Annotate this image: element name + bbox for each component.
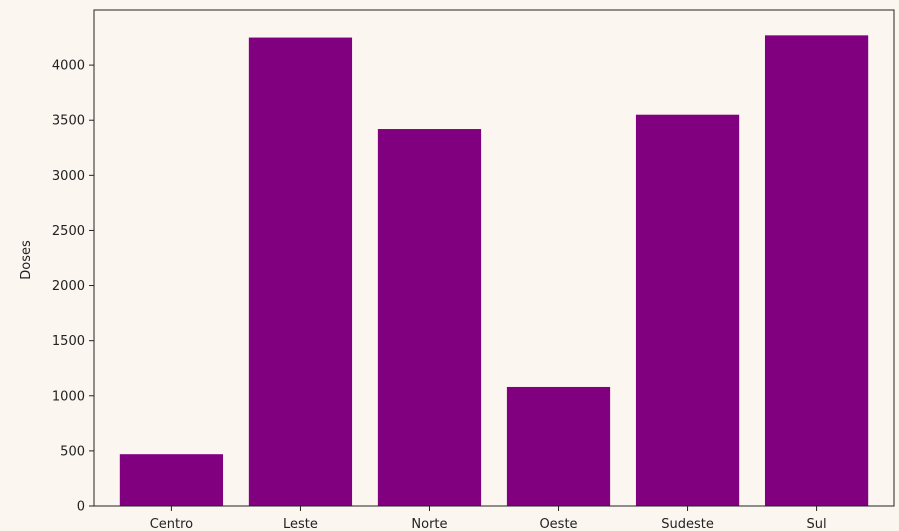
- x-tick-label: Sul: [807, 517, 827, 531]
- y-tick-label: 1500: [52, 334, 85, 349]
- y-tick-label: 1000: [52, 389, 85, 404]
- bar-leste: [248, 37, 353, 507]
- y-tick-label: 3500: [52, 114, 85, 129]
- bar-centro: [119, 454, 224, 506]
- y-ticks-group: 0 500 1000 1500 2000 2500 3000 3500 4000: [52, 59, 94, 515]
- y-tick-label: 2500: [52, 224, 85, 239]
- x-tick-label: Oeste: [539, 517, 577, 531]
- bar-sudeste: [635, 114, 740, 506]
- x-tick-label: Sudeste: [661, 517, 714, 531]
- x-tick-label: Leste: [283, 517, 318, 531]
- y-tick-label: 2000: [52, 279, 85, 294]
- x-ticks-group: Centro Leste Norte Oeste Sudeste Sul: [150, 506, 827, 531]
- y-tick-label: 0: [77, 500, 85, 515]
- bars-group: [119, 35, 869, 507]
- y-tick-label: 500: [60, 444, 85, 459]
- y-axis-label: Doses: [19, 240, 34, 280]
- bar-sul: [764, 35, 869, 507]
- x-tick-label: Centro: [150, 517, 193, 531]
- x-tick-label: Norte: [411, 517, 447, 531]
- y-tick-label: 4000: [52, 59, 85, 74]
- bar-oeste: [506, 386, 611, 506]
- plot-frame: [93, 9, 895, 507]
- bar-norte: [377, 129, 482, 507]
- y-tick-label: 3000: [52, 169, 85, 184]
